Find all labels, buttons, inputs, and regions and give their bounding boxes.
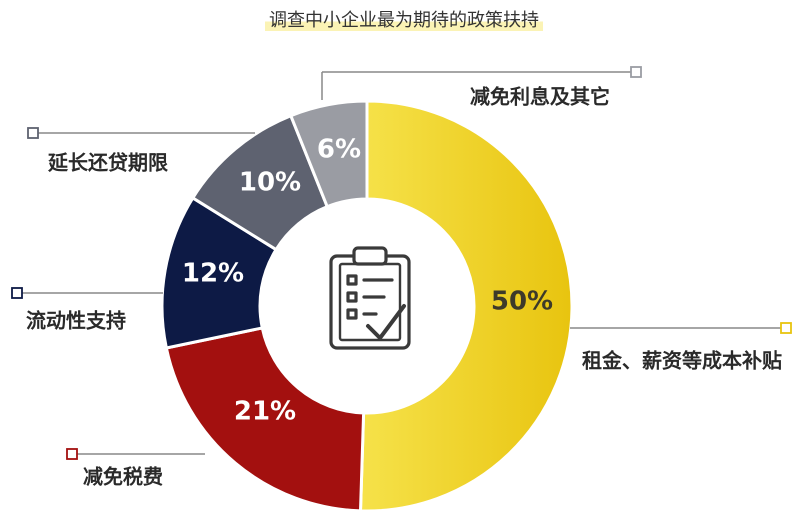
slice-1 xyxy=(358,99,574,513)
percent-label-4: 10% xyxy=(239,168,301,198)
percent-label-1: 50% xyxy=(491,287,553,317)
slice-5 xyxy=(288,99,369,209)
slice-2 xyxy=(164,326,366,513)
percent-label-2: 21% xyxy=(234,397,296,427)
category-label-4: 延长还贷期限 xyxy=(47,151,168,175)
category-label-1: 租金、薪资等成本补贴 xyxy=(582,349,782,373)
percent-label-3: 12% xyxy=(182,259,244,289)
leader-marker-2 xyxy=(66,448,78,460)
leader-marker-4 xyxy=(27,127,39,139)
percent-label-5: 6% xyxy=(317,135,361,165)
category-label-3: 流动性支持 xyxy=(26,309,126,333)
leader-marker-5 xyxy=(630,66,642,78)
leader-marker-3 xyxy=(11,287,23,299)
category-label-5: 减免利息及其它 xyxy=(470,85,610,109)
chart-title: 调查中小企业最为期待的政策扶持 xyxy=(0,6,808,32)
chart-title-text: 调查中小企业最为期待的政策扶持 xyxy=(265,10,543,31)
clipboard-checklist-icon xyxy=(329,246,411,350)
category-label-2: 减免税费 xyxy=(83,465,163,489)
leader-marker-1 xyxy=(780,322,792,334)
